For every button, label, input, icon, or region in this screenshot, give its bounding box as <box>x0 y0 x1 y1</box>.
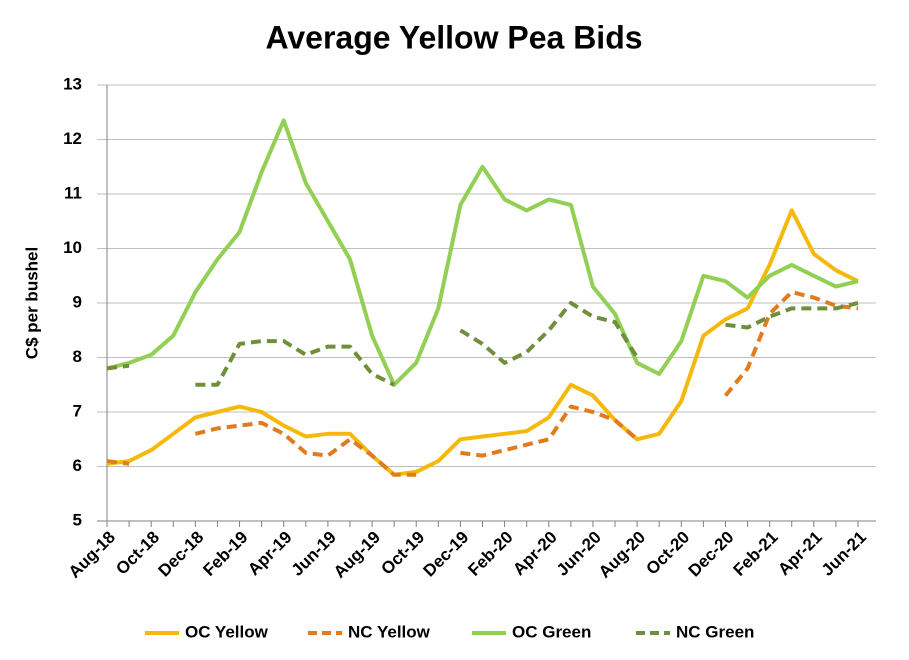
y-tick-label: 13 <box>63 74 82 93</box>
series-line <box>106 118 859 387</box>
y-tick-label: 11 <box>64 183 82 202</box>
y-tick-label: 12 <box>63 129 82 148</box>
series-line <box>106 290 859 477</box>
legend-label: OC Green <box>512 622 591 641</box>
legend-label: OC Yellow <box>185 622 269 641</box>
y-tick-label: 5 <box>73 510 82 529</box>
legend-label: NC Green <box>676 622 754 641</box>
legend-label: NC Yellow <box>348 622 431 641</box>
y-tick-label: 10 <box>63 238 82 257</box>
series-line <box>106 208 859 477</box>
y-tick-label: 6 <box>73 456 82 475</box>
y-tick-label: 8 <box>73 347 82 366</box>
y-axis-label: C$ per bushel <box>22 247 41 359</box>
y-tick-label: 9 <box>73 292 82 311</box>
y-tick-label: 7 <box>73 401 82 420</box>
chart-title: Average Yellow Pea Bids <box>265 19 642 55</box>
